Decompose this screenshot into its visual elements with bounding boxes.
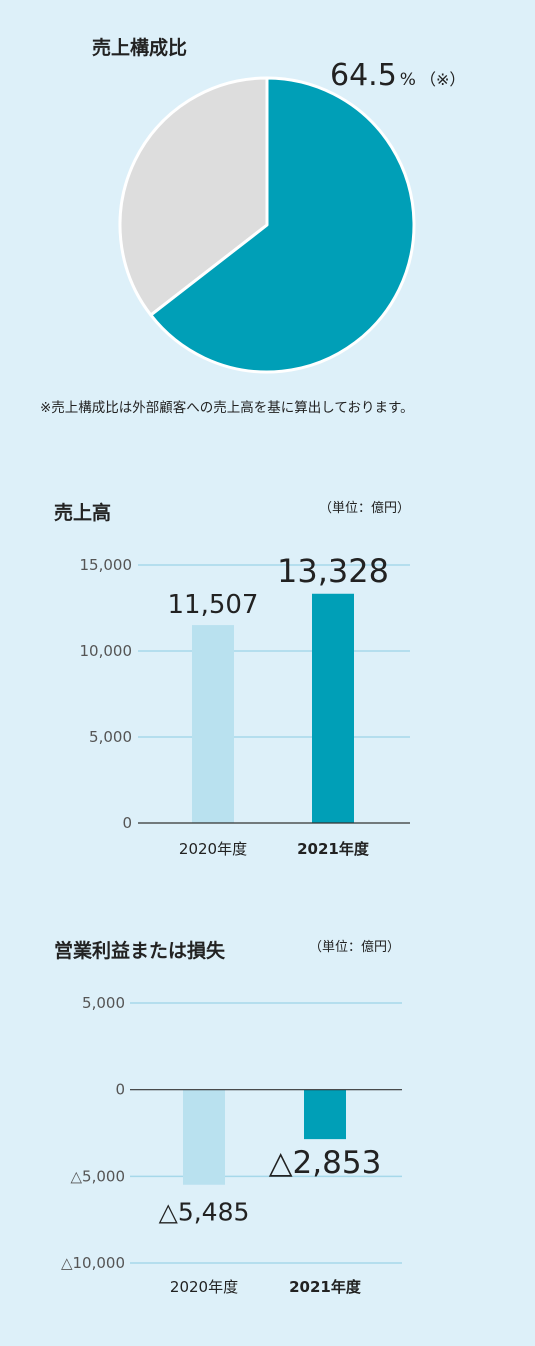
- bar-2021年度: [312, 593, 354, 823]
- bar-2020年度: [192, 625, 234, 823]
- value-label: 13,328: [277, 552, 389, 590]
- sales-chart-section: 売上高 （単位：億円） 0 5,000 10,000 15,000 11,507 13,…: [54, 500, 410, 858]
- bar-2020年度: [183, 1089, 225, 1185]
- profit-title: 営業利益または損失: [54, 939, 226, 962]
- y-tick-label: △5,000: [71, 1167, 125, 1185]
- y-tick-label: 0: [115, 1081, 125, 1099]
- sales-x-axis: 2020年度 2021年度: [179, 840, 370, 858]
- profit-gridlines: [130, 1002, 402, 1264]
- x-category-label: 2020年度: [179, 840, 247, 858]
- profit-bars: [183, 1089, 346, 1185]
- profit-y-axis: △10,000 △5,000 0 5,000: [61, 994, 125, 1272]
- y-tick-label: 15,000: [80, 556, 133, 574]
- y-tick-label: 10,000: [80, 642, 133, 660]
- sales-bars: [192, 593, 354, 823]
- profit-chart-section: 営業利益または損失 （単位：億円） △10,000 △5,000 0 5,000 △5…: [54, 939, 402, 1296]
- profit-value-labels: △5,485 △2,853: [159, 1145, 382, 1227]
- x-category-label: 2020年度: [170, 1278, 238, 1296]
- y-tick-label: 0: [122, 814, 132, 832]
- profit-unit-label: （単位：億円）: [309, 939, 400, 955]
- value-label: △5,485: [159, 1198, 250, 1227]
- y-tick-label: △10,000: [61, 1254, 125, 1272]
- y-tick-label: 5,000: [89, 728, 132, 746]
- bar-2021年度: [304, 1089, 346, 1140]
- pie-slice-other: [118, 76, 269, 317]
- x-category-label: 2021年度: [289, 1278, 362, 1296]
- y-tick-label: 5,000: [82, 994, 125, 1012]
- pie-callout-mark: （※）: [420, 70, 465, 89]
- sales-title: 売上高: [54, 501, 111, 524]
- sales-y-axis: 0 5,000 10,000 15,000: [80, 556, 133, 832]
- x-category-label: 2021年度: [297, 840, 370, 858]
- sales-gridlines: [138, 564, 410, 738]
- pie-title: 売上構成比: [92, 36, 187, 59]
- value-label: △2,853: [269, 1145, 382, 1181]
- pie-callout: 64.5% （※）: [330, 58, 465, 93]
- value-label: 11,507: [168, 590, 259, 620]
- pie-chart-section: 売上構成比 64.5% （※） ※売上構成比は外部顧客への売上高を基に算出しており…: [40, 36, 465, 416]
- pie-callout-unit: %: [400, 70, 416, 90]
- profit-x-axis: 2020年度 2021年度: [170, 1278, 362, 1296]
- sales-unit-label: （単位：億円）: [319, 500, 410, 516]
- pie-footnote: ※売上構成比は外部顧客への売上高を基に算出しております。: [40, 399, 414, 416]
- sales-value-labels: 11,507 13,328: [168, 552, 389, 620]
- pie-slice-main: [149, 76, 416, 374]
- pie-callout-value: 64.5: [330, 58, 397, 93]
